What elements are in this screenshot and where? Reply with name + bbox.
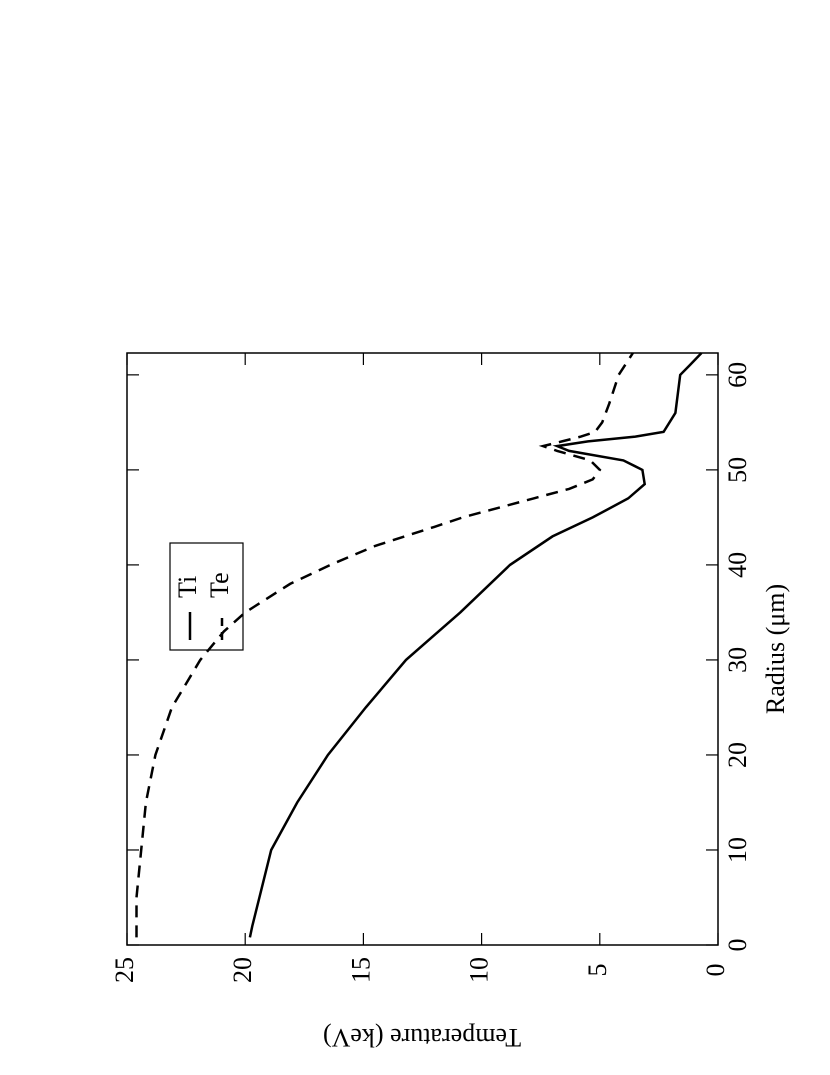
x-tick-label: 20 [723, 742, 752, 768]
legend-label: Te [205, 572, 234, 598]
x-tick-label: 50 [723, 457, 752, 483]
x-tick-label: 0 [723, 939, 752, 952]
plot-frame [126, 352, 719, 946]
x-tick-label: 30 [723, 647, 752, 673]
y-tick-label: 0 [701, 964, 730, 977]
y-tick-label: 10 [465, 957, 494, 983]
y-axis-label: Temperature (keV) [323, 1023, 521, 1052]
legend-label: Ti [173, 576, 202, 598]
x-tick-label: 10 [723, 837, 752, 863]
line-series [248, 352, 703, 938]
y-tick-label: 25 [110, 957, 139, 983]
y-tick-label: 5 [583, 964, 612, 977]
y-tick-label: 20 [228, 957, 257, 983]
line-series [135, 352, 634, 938]
x-tick-label: 60 [723, 362, 752, 388]
x-axis-label: Radius (μm) [761, 584, 790, 714]
y-tick-label: 15 [346, 957, 375, 983]
x-tick-label: 40 [723, 552, 752, 578]
legend [169, 542, 244, 651]
